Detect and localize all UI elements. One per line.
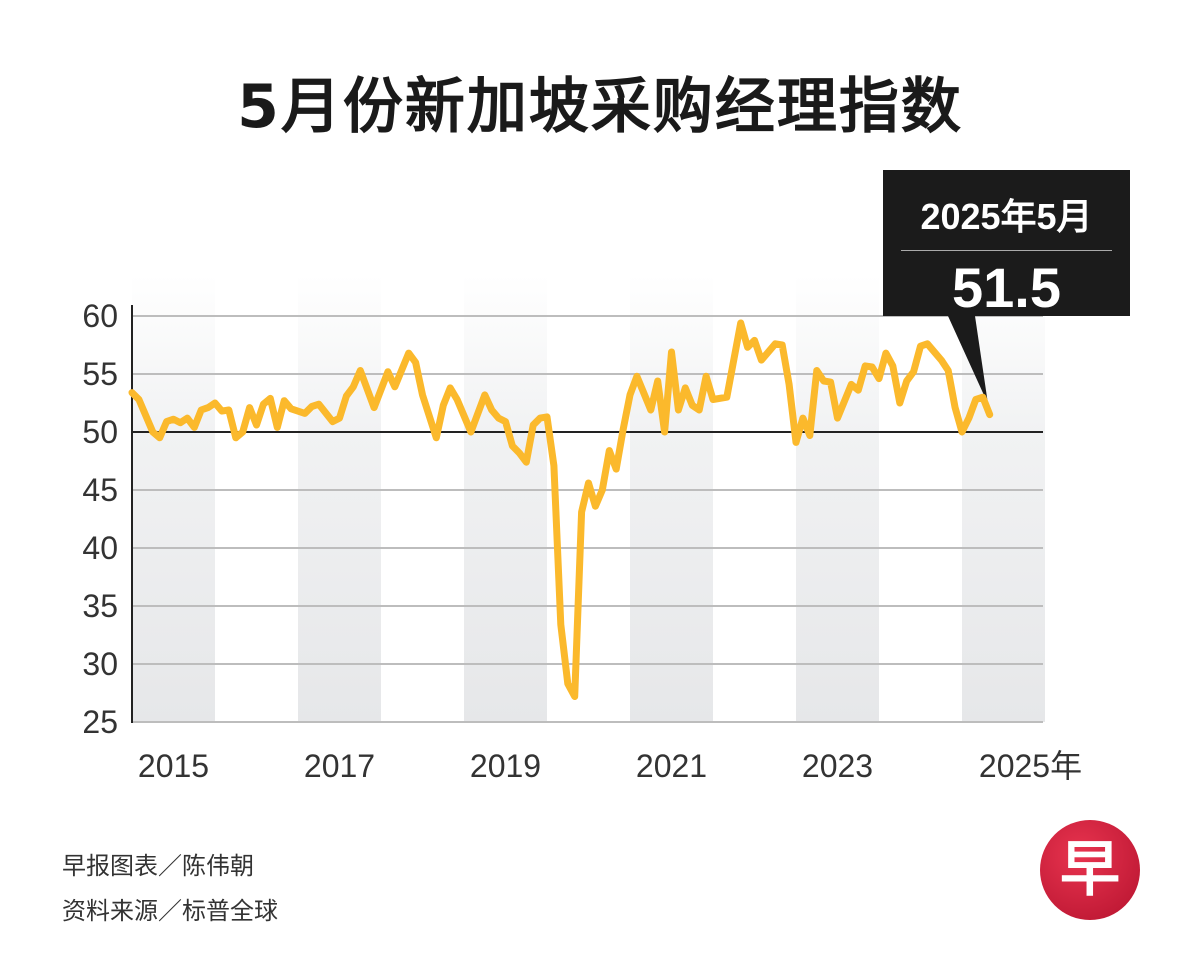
x-tick-label: 2023 bbox=[802, 748, 873, 784]
year-band bbox=[796, 275, 879, 722]
source-text: 资料来源／标普全球 bbox=[62, 897, 278, 925]
callout-pointer bbox=[948, 316, 988, 404]
year-band bbox=[630, 275, 713, 722]
year-band bbox=[298, 275, 381, 722]
x-tick-label: 2025年 bbox=[979, 748, 1082, 784]
y-tick-label: 35 bbox=[82, 588, 118, 624]
x-tick-label: 2019 bbox=[470, 748, 541, 784]
callout-date: 2025年5月 bbox=[920, 196, 1093, 237]
series-line bbox=[128, 319, 994, 700]
latest-value-callout: 2025年5月 51.5 bbox=[883, 170, 1130, 319]
year-band bbox=[464, 275, 547, 722]
y-tick-label: 50 bbox=[82, 414, 118, 450]
y-tick-label: 45 bbox=[82, 472, 118, 508]
y-tick-label: 60 bbox=[82, 298, 118, 334]
y-tick-label: 25 bbox=[82, 704, 118, 740]
y-tick-label: 55 bbox=[82, 356, 118, 392]
credit-text: 早报图表／陈伟朝 bbox=[62, 852, 254, 880]
y-tick-label: 40 bbox=[82, 530, 118, 566]
callout-value: 51.5 bbox=[952, 256, 1061, 319]
callout-divider bbox=[901, 250, 1112, 251]
year-band bbox=[132, 275, 215, 722]
x-tick-label: 2017 bbox=[304, 748, 375, 784]
zaobao-logo: 早 bbox=[1040, 820, 1140, 920]
chart-title: 5月份新加坡采购经理指数 bbox=[237, 72, 963, 142]
x-tick-label: 2015 bbox=[138, 748, 209, 784]
x-tick-label: 2021 bbox=[636, 748, 707, 784]
y-tick-label: 30 bbox=[82, 646, 118, 682]
